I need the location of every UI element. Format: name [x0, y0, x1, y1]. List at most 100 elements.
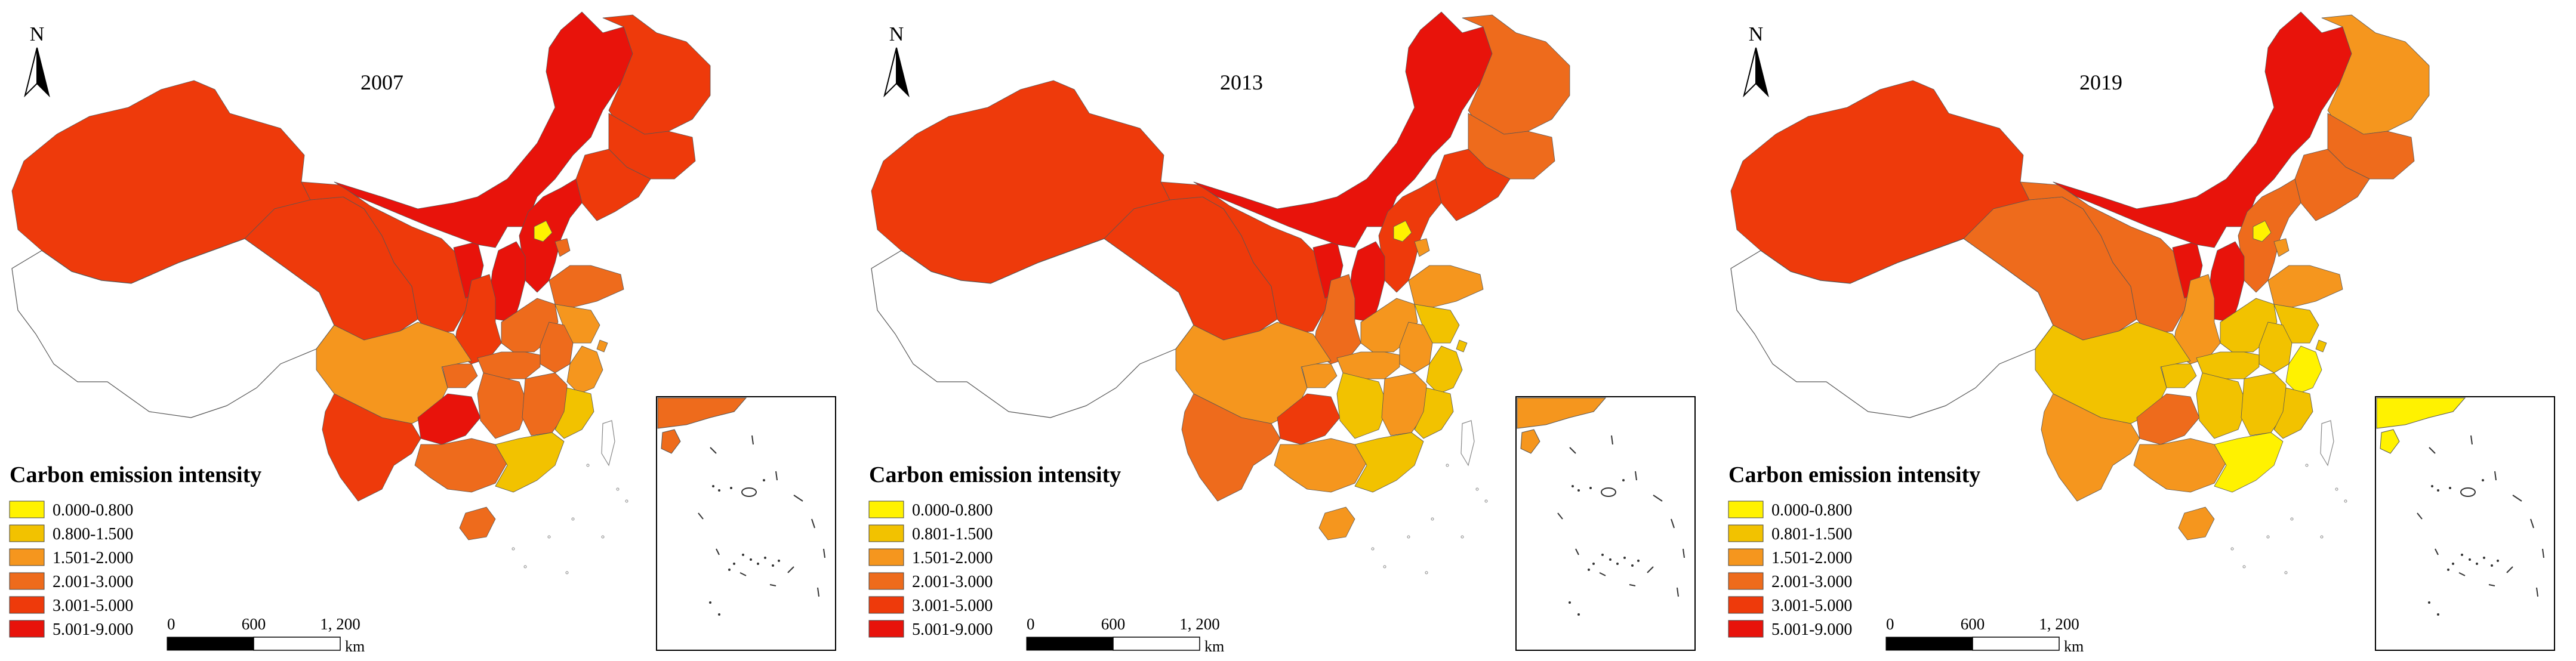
inset-boundary-dash [1635, 471, 1637, 481]
inset-boundary-dash [2470, 435, 2473, 445]
scale-unit: km [345, 638, 365, 655]
legend-swatch [868, 548, 904, 566]
legend-label: 0.801-1.500 [1771, 525, 1852, 543]
island-dot [1425, 571, 1428, 574]
scale-tick-label: 0 [167, 615, 175, 633]
province-tibet [1730, 238, 2054, 418]
inset-island-dot [709, 601, 711, 604]
scale-tick-label: 0 [1886, 615, 1894, 633]
inset-boundary-dash [1683, 548, 1685, 558]
inset-frame [1515, 396, 1696, 651]
inset-boundary-dash [1557, 512, 1563, 520]
legend-label: 0.000-0.800 [1771, 501, 1852, 520]
island-dot [2284, 571, 2288, 574]
inset-boundary-dash [2435, 548, 2439, 555]
inset-island-dot [2437, 489, 2439, 492]
province-tibet [11, 238, 335, 418]
inset-boundary-dash [2506, 566, 2513, 573]
province-taiwan-outline [1460, 420, 1475, 467]
island-dot [2230, 547, 2234, 551]
inset-boundary-dash [2536, 587, 2538, 597]
north-label: N [1749, 23, 1764, 45]
map-panel-2019: N 2019 Carbon emission intensity 0.000-0.80… [1728, 11, 2555, 655]
south-china-sea-inset [2375, 396, 2555, 651]
inset-island-dot [718, 489, 720, 492]
scale-tick-label: 0 [1027, 615, 1035, 633]
north-arrow-left-icon [1743, 47, 1757, 98]
legend-swatch [9, 620, 45, 638]
scale-tick-label: 1, 200 [2039, 615, 2079, 633]
province-guangxi [414, 438, 508, 493]
legend-label: 5.001-9.000 [1771, 620, 1852, 639]
inset-island-dot [1592, 563, 1595, 565]
legend-label: 0.800-1.500 [53, 525, 133, 543]
legend-label: 1.501-2.000 [53, 549, 133, 567]
legend-label: 0.000-0.800 [53, 501, 133, 520]
scale-segment-dark [1026, 637, 1114, 651]
scale-bar: 0 600 1, 200 km [1026, 615, 1224, 655]
island-dot [547, 535, 551, 539]
inset-island-dot [1572, 485, 1574, 487]
legend-swatch [868, 501, 904, 518]
province-hebei [519, 178, 583, 293]
legend-swatch [9, 548, 45, 566]
inset-island-dot [1589, 487, 1592, 489]
year-title: 2019 [2079, 70, 2122, 94]
legend-swatch [868, 572, 904, 590]
inset-boundary-dash [2530, 518, 2534, 529]
island-dot [1407, 535, 1410, 539]
inset-island-dot [2483, 557, 2485, 559]
north-arrow-right-icon [1755, 47, 1769, 98]
island-dot [625, 499, 628, 503]
legend: Carbon emission intensity 0.000-0.800 0.80… [868, 462, 1121, 639]
china-map [11, 11, 711, 574]
inset-island-dot [1623, 557, 1626, 559]
inset-boundary-dash [1653, 495, 1663, 502]
inset-island-dot [1631, 564, 1634, 567]
scale-segment-light [1113, 637, 1200, 651]
scale-segment-light [253, 637, 341, 651]
inset-island-dot [733, 563, 735, 565]
inset-boundary-dash [2417, 512, 2423, 520]
province-hebei [2238, 178, 2301, 293]
province-shandong [1408, 265, 1484, 308]
island-dot [2290, 517, 2294, 521]
china-map [871, 11, 1570, 574]
legend-swatch [868, 524, 904, 542]
inset-island-dot [1601, 554, 1604, 556]
island-dot [1371, 547, 1375, 551]
legend-label: 2.001-3.000 [53, 573, 133, 591]
inset-boundary-dash [2488, 584, 2495, 586]
island-dot [601, 535, 605, 539]
province-beijing [1393, 220, 1412, 242]
inset-boundary-dash [2512, 495, 2522, 502]
province-chongqing [1301, 363, 1338, 388]
inset-boundary-dash [739, 572, 747, 576]
inset-boundary-dash [698, 512, 704, 520]
map-panel-2007: N 2007 Carbon emission intensity 0.000-0.80… [9, 11, 836, 655]
inset-frame [656, 396, 836, 651]
province-tianjin [1414, 238, 1430, 257]
province-shanghai [1456, 339, 1468, 353]
inset-island-dot [1609, 558, 1611, 561]
legend-swatch [9, 524, 45, 542]
inset-boundary-dash [787, 566, 794, 573]
legend-label: 1.501-2.000 [912, 549, 993, 567]
province-zhejiang [2285, 345, 2322, 394]
inset-island-dot [728, 569, 731, 571]
province-hebei [1378, 178, 1442, 293]
scale-tick-label: 1, 200 [320, 615, 360, 633]
island-dot [586, 464, 590, 467]
island-dot [1484, 499, 1488, 503]
scale-bar: 0 600 1, 200 km [167, 615, 365, 655]
province-hunan [477, 372, 529, 439]
legend-swatch [1728, 572, 1764, 590]
inset-boundary-dash [1647, 566, 1654, 573]
province-hainan [2178, 506, 2215, 540]
scale-segment-light [1972, 637, 2060, 651]
inset-island-dot [750, 558, 752, 561]
legend-label: 3.001-5.000 [912, 597, 993, 615]
province-zhejiang [1426, 345, 1463, 394]
legend-swatch [1728, 524, 1764, 542]
inset-island [2460, 487, 2476, 497]
